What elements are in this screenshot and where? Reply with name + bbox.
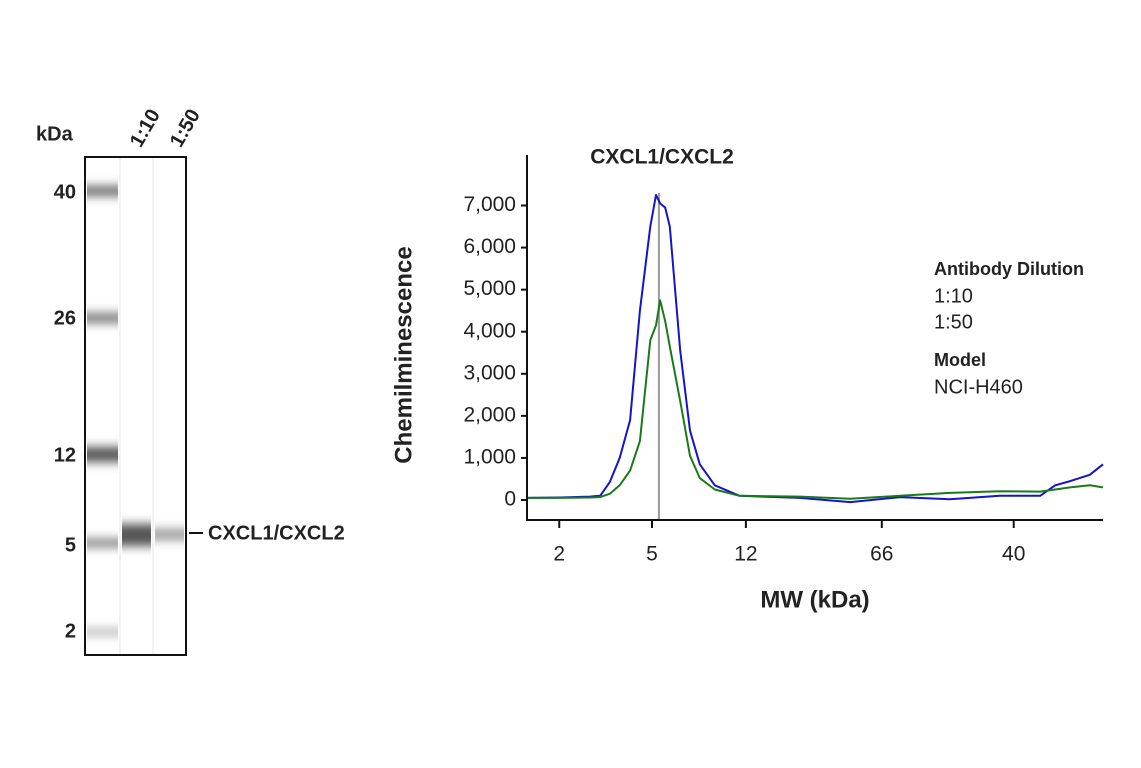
x-tick-label: 40 [1002,543,1025,566]
y-tick-label: 5,000 [463,277,516,300]
x-axis-label: MW (kDa) [760,586,869,613]
marker-label: 2 [65,620,76,642]
band [87,313,118,323]
band-label: CXCL1/CXCL2 [208,522,345,544]
legend-title: Antibody Dilution [934,259,1084,279]
y-tick-label: 6,000 [463,235,516,258]
lane-label: 1:10 [126,105,165,151]
y-axis-label: Chemilminescence [390,246,417,463]
lane-gap [152,158,154,654]
band [122,524,151,546]
annotation: CXCL1/CXCL2 [590,146,734,169]
lane-label: 1:50 [166,105,205,151]
x-tick-label: 66 [870,543,893,566]
band [87,539,118,547]
model-name: NCI-H460 [934,376,1023,398]
series-line [527,299,1104,500]
blot-frame [84,156,187,656]
y-tick-label: 4,000 [463,319,516,342]
y-tick-label: 0 [504,488,516,511]
x-tick-label: 2 [553,543,565,566]
x-tick-label: 5 [646,543,658,566]
marker-label: 40 [54,181,76,203]
band [87,447,118,462]
marker-label: 5 [65,534,76,556]
lane-gap [119,158,121,654]
y-tick-label: 7,000 [463,193,516,216]
blot: kDa 40 26 12 5 2 1:10 1:50 CXCL1/CXCL2 [36,105,345,656]
marker-label: 26 [54,307,76,329]
band [87,186,118,196]
x-tick-label: 12 [734,543,757,566]
legend-entry: 1:50 [934,311,973,333]
series-line [526,194,1104,504]
marker-label: 12 [54,444,76,466]
bands [87,186,184,635]
unit-label: kDa [36,123,74,145]
y-tick-label: 2,000 [463,403,516,426]
y-tick-label: 3,000 [463,361,516,384]
band [87,629,118,635]
y-tick-label: 1,000 [463,445,516,468]
legend-entry: 1:10 [934,285,973,307]
band [155,529,184,540]
model-title: Model [934,350,986,370]
